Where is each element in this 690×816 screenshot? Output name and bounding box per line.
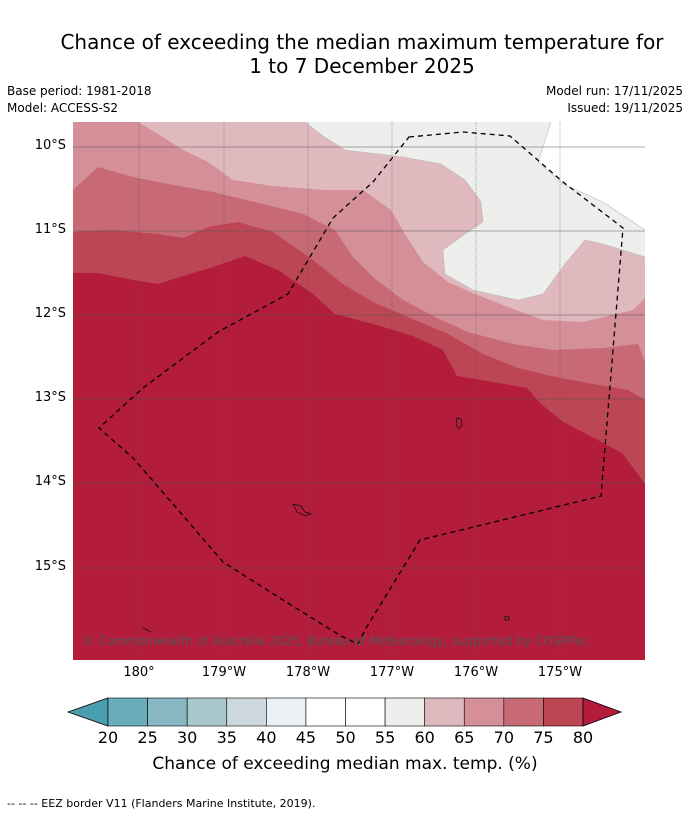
colorbar-tick-75: 75 [533, 728, 554, 747]
lat-label-15s: 15°S [34, 559, 66, 574]
lon-label-179w: 179°W [201, 665, 247, 680]
colorbar-tick-70: 70 [493, 728, 514, 747]
colorbar [66, 697, 623, 727]
map-title: Chance of exceeding the median maximum t… [60, 30, 664, 78]
contour-60 [304, 122, 645, 301]
colorbar-box-1 [147, 697, 188, 727]
lat-label-11s: 11°S [34, 222, 66, 237]
colorbar-box-10 [503, 697, 544, 727]
colorbar-over-arrow [582, 697, 623, 727]
colorbar-tick-20: 20 [97, 728, 119, 747]
contour-55 [537, 122, 645, 231]
colorbar-box-3 [226, 697, 267, 727]
colorbar-box-0 [107, 697, 148, 727]
model-run: Model run: 17/11/2025 [545, 84, 683, 98]
model-name: Model: ACCESS-S2 [7, 101, 119, 115]
eez-border [98, 131, 624, 645]
lat-label-14s: 14°S [34, 474, 66, 489]
colorbar-box-7 [384, 697, 425, 727]
eez-footnote: -- -- -- EEZ border V11 (Flanders Marine… [7, 797, 316, 810]
lon-label-180: 180° [123, 665, 155, 680]
lat-label-12s: 12°S [34, 306, 66, 321]
colorbar-box-11 [543, 697, 584, 727]
colorbar-box-4 [266, 697, 307, 727]
colorbar-box-2 [186, 697, 228, 727]
colorbar-box-5 [305, 697, 346, 727]
colorbar-box-8 [424, 697, 465, 727]
colorbar-boxes [107, 697, 584, 727]
colorbar-tick-55: 55 [374, 728, 396, 747]
island-b [292, 503, 313, 517]
island-a [455, 417, 463, 430]
colorbar-under-arrow [66, 697, 109, 727]
colorbar-tick-45: 45 [295, 728, 317, 747]
colorbar-tick-50: 50 [335, 728, 356, 747]
lon-label-176w: 176°W [453, 665, 499, 680]
colorbar-tick-35: 35 [216, 728, 237, 747]
lon-label-178w: 178°W [285, 665, 331, 680]
lon-label-177w: 177°W [369, 665, 415, 680]
colorbar-tick-60: 60 [414, 728, 435, 747]
base-period: Base period: 1981-2018 [7, 84, 152, 98]
lat-label-10s: 10°S [34, 138, 66, 153]
meta-left: Base period: 1981-2018 Model: ACCESS-S2 [7, 83, 152, 117]
islands [142, 417, 510, 633]
island-d [142, 627, 152, 633]
colorbar-box-9 [463, 697, 505, 727]
colorbar-box-6 [345, 697, 386, 727]
colorbar-tick-30: 30 [176, 728, 198, 747]
colorbar-tick-40: 40 [256, 728, 277, 747]
contour-lines [304, 122, 645, 301]
meta-right: Model run: 17/11/2025 Issued: 19/11/2025 [546, 83, 683, 117]
island-c [504, 615, 510, 621]
map-svg: © Commonwealth of Australia 2025, Bureau… [73, 122, 645, 660]
colorbar-tick-65: 65 [454, 728, 475, 747]
colorbar-tick-80: 80 [572, 728, 594, 747]
map-area: © Commonwealth of Australia 2025, Bureau… [73, 122, 645, 660]
band-80-plus [73, 256, 645, 660]
colorbar-tick-25: 25 [137, 728, 158, 747]
lon-label-175w: 175°W [537, 665, 583, 680]
issued-date: Issued: 19/11/2025 [567, 101, 683, 115]
copyright-text: © Commonwealth of Australia 2025, Bureau… [83, 634, 588, 648]
lat-label-13s: 13°S [34, 390, 66, 405]
colorbar-title: Chance of exceeding median max. temp. (%… [152, 754, 538, 774]
